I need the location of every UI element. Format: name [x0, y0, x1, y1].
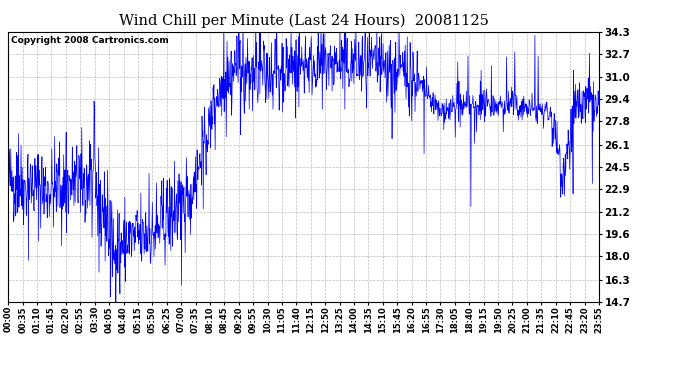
Text: Wind Chill per Minute (Last 24 Hours)  20081125: Wind Chill per Minute (Last 24 Hours) 20… — [119, 13, 489, 27]
Text: Copyright 2008 Cartronics.com: Copyright 2008 Cartronics.com — [11, 36, 169, 45]
